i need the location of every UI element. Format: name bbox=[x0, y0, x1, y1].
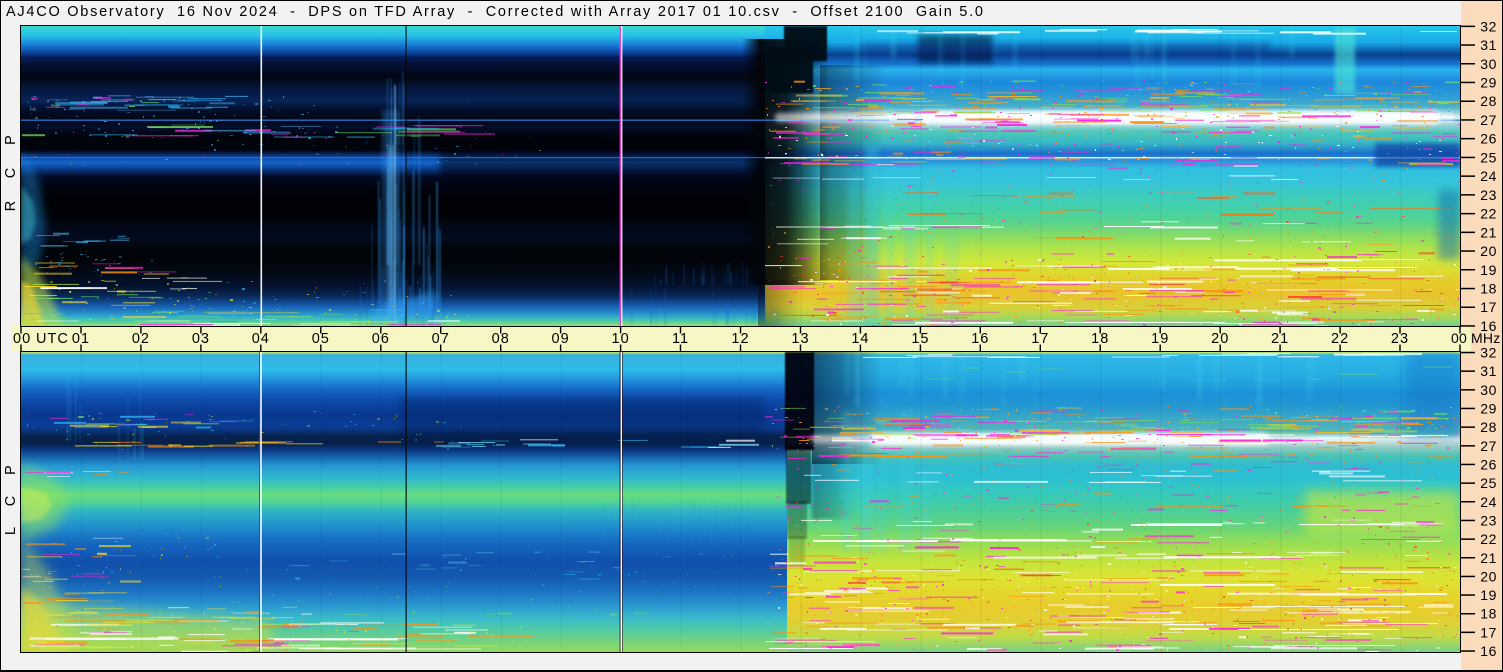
svg-text:25: 25 bbox=[1480, 149, 1497, 165]
svg-text:09: 09 bbox=[552, 331, 570, 347]
svg-text:10: 10 bbox=[612, 331, 630, 347]
svg-text:25: 25 bbox=[1480, 475, 1497, 491]
svg-text:23: 23 bbox=[1391, 331, 1409, 347]
svg-text:19: 19 bbox=[1480, 262, 1497, 278]
svg-text:14: 14 bbox=[851, 331, 869, 347]
svg-text:18: 18 bbox=[1480, 281, 1497, 297]
svg-text:21: 21 bbox=[1271, 331, 1289, 347]
svg-text:13: 13 bbox=[791, 331, 809, 347]
svg-text:17: 17 bbox=[1480, 299, 1497, 315]
svg-text:16: 16 bbox=[1480, 318, 1497, 334]
svg-text:26: 26 bbox=[1480, 131, 1497, 147]
svg-text:02: 02 bbox=[132, 331, 150, 347]
svg-text:07: 07 bbox=[432, 331, 450, 347]
svg-text:20: 20 bbox=[1480, 243, 1497, 259]
svg-text:24: 24 bbox=[1480, 494, 1497, 510]
svg-text:30: 30 bbox=[1480, 56, 1497, 72]
svg-text:16: 16 bbox=[971, 331, 989, 347]
svg-text:30: 30 bbox=[1480, 382, 1497, 398]
svg-text:23: 23 bbox=[1480, 512, 1497, 528]
svg-text:UTC: UTC bbox=[36, 331, 69, 347]
svg-text:19: 19 bbox=[1151, 331, 1169, 347]
svg-text:12: 12 bbox=[731, 331, 749, 347]
svg-text:00 MHz: 00 MHz bbox=[1451, 330, 1500, 346]
svg-text:32: 32 bbox=[1480, 345, 1497, 361]
svg-text:03: 03 bbox=[192, 331, 210, 347]
svg-text:L: L bbox=[3, 527, 19, 535]
svg-text:29: 29 bbox=[1480, 401, 1497, 417]
svg-text:C: C bbox=[3, 168, 19, 178]
svg-text:22: 22 bbox=[1480, 531, 1497, 547]
svg-text:21: 21 bbox=[1480, 224, 1497, 240]
svg-text:11: 11 bbox=[672, 331, 689, 347]
svg-text:20: 20 bbox=[1480, 568, 1497, 584]
svg-text:26: 26 bbox=[1480, 457, 1497, 473]
svg-text:04: 04 bbox=[252, 331, 270, 347]
svg-text:00: 00 bbox=[13, 331, 31, 347]
svg-text:23: 23 bbox=[1480, 187, 1497, 203]
svg-text:27: 27 bbox=[1480, 438, 1497, 454]
svg-text:P: P bbox=[3, 465, 19, 475]
svg-text:15: 15 bbox=[911, 331, 929, 347]
svg-text:32: 32 bbox=[1480, 18, 1497, 34]
svg-text:20: 20 bbox=[1211, 331, 1229, 347]
svg-text:22: 22 bbox=[1331, 331, 1349, 347]
svg-text:28: 28 bbox=[1480, 419, 1497, 435]
svg-text:17: 17 bbox=[1480, 624, 1497, 640]
svg-text:29: 29 bbox=[1480, 75, 1497, 91]
svg-text:R: R bbox=[3, 201, 19, 211]
svg-text:08: 08 bbox=[492, 331, 510, 347]
svg-text:P: P bbox=[3, 135, 19, 145]
svg-text:01: 01 bbox=[72, 331, 90, 347]
svg-text:31: 31 bbox=[1480, 37, 1497, 53]
svg-text:06: 06 bbox=[372, 331, 390, 347]
svg-text:18: 18 bbox=[1091, 331, 1109, 347]
svg-text:31: 31 bbox=[1480, 363, 1497, 379]
svg-text:C: C bbox=[3, 496, 19, 506]
svg-text:05: 05 bbox=[312, 331, 330, 347]
svg-text:19: 19 bbox=[1480, 587, 1497, 603]
svg-text:16: 16 bbox=[1480, 643, 1497, 659]
svg-text:28: 28 bbox=[1480, 93, 1497, 109]
svg-text:18: 18 bbox=[1480, 606, 1497, 622]
svg-text:21: 21 bbox=[1480, 550, 1497, 566]
svg-text:17: 17 bbox=[1031, 331, 1049, 347]
svg-text:22: 22 bbox=[1480, 206, 1497, 222]
svg-text:27: 27 bbox=[1480, 112, 1497, 128]
svg-text:24: 24 bbox=[1480, 168, 1497, 184]
